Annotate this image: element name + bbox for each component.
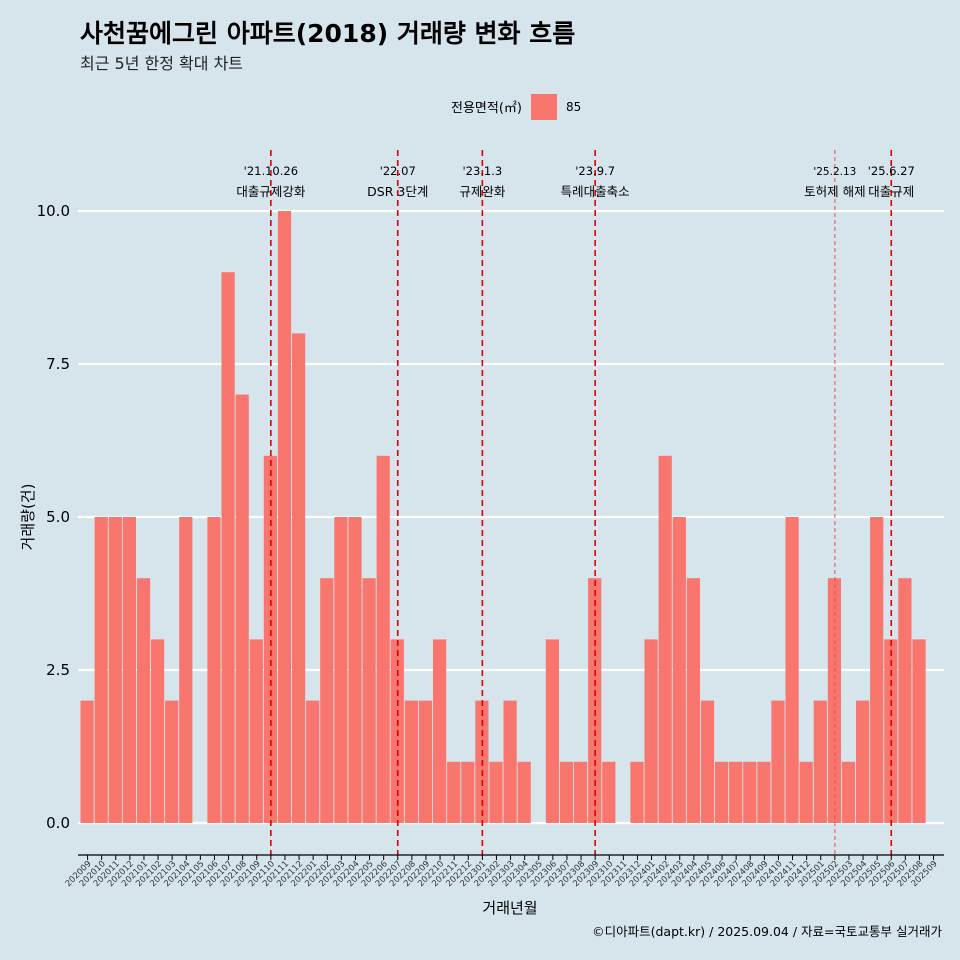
bar: [447, 761, 461, 823]
event-annotations: '21.10.26 대출규제강화 '22.07 DSR 3단계 '23.1.3 규제완화 '…: [236, 164, 914, 199]
bar: [292, 333, 306, 823]
caption: ©디아파트(dapt.kr) / 2025.09.04 / 자료=국토교통부 실…: [592, 924, 942, 939]
bar: [729, 761, 743, 823]
bar: [489, 761, 503, 823]
chart-title: 사천꿈에그린 아파트(2018) 거래량 변화 흐름: [80, 19, 575, 48]
bar: [94, 517, 108, 823]
bar: [686, 578, 700, 823]
bar: [277, 211, 292, 823]
bar: [799, 761, 813, 823]
event-label: 대출규제: [868, 184, 914, 199]
y-axis: 0.0 2.5 5.0 7.5 10.0: [37, 202, 70, 832]
bars: [80, 211, 926, 823]
y-tick-label: 10.0: [37, 202, 70, 220]
bar: [263, 455, 277, 823]
legend-swatch: [531, 94, 557, 120]
x-axis: 2020092020102020112020122021012021022021…: [64, 854, 944, 889]
bar: [771, 700, 785, 823]
legend-label: 85: [566, 100, 581, 114]
event-date: '23.1.3: [462, 164, 502, 178]
bar: [715, 761, 729, 823]
event-label: 규제완화: [459, 184, 506, 199]
bar: [122, 517, 136, 823]
bar: [856, 700, 870, 823]
bar: [517, 761, 531, 823]
y-tick-label: 2.5: [46, 661, 70, 679]
bar: [503, 700, 517, 823]
bar: [433, 639, 447, 823]
bar: [221, 272, 235, 823]
event-label: 토허제 해제: [804, 184, 865, 199]
bar: [870, 517, 884, 823]
bar: [827, 578, 841, 823]
bar: [207, 517, 221, 823]
event-label: 특례대출축소: [561, 184, 630, 199]
bar: [461, 761, 475, 823]
bar: [348, 517, 362, 823]
bar: [672, 517, 686, 823]
event-date: '25.2.13: [813, 166, 856, 178]
chart-subtitle: 최근 5년 한정 확대 차트: [80, 54, 243, 73]
y-tick-label: 0.0: [46, 814, 70, 832]
bar: [235, 394, 249, 823]
bar: [658, 455, 672, 823]
bar: [813, 700, 827, 823]
x-axis-title: 거래년월: [482, 899, 537, 917]
bar: [136, 578, 151, 823]
bar: [785, 517, 799, 823]
bar: [151, 639, 165, 823]
y-tick-label: 5.0: [46, 508, 70, 526]
event-label: 대출규제강화: [236, 184, 306, 199]
bar: [644, 639, 658, 823]
bar: [574, 761, 588, 823]
event-label: DSR 3단계: [367, 184, 428, 199]
event-date: '23.9.7: [575, 164, 615, 178]
bar: [559, 761, 574, 823]
event-date: '25.6.27: [868, 164, 915, 178]
event-lines: [270, 150, 893, 855]
event-date: '21.10.26: [244, 164, 298, 178]
y-tick-label: 7.5: [46, 355, 70, 373]
bar: [602, 761, 616, 823]
bar: [912, 639, 926, 823]
bar: [80, 700, 94, 823]
bar: [362, 578, 376, 823]
bar: [404, 700, 418, 823]
bar: [179, 517, 193, 823]
bar: [418, 700, 433, 823]
y-axis-title: 거래량(건): [19, 484, 37, 551]
bar: [700, 700, 715, 823]
bar: [320, 578, 334, 823]
bar: [630, 761, 644, 823]
event-date: '22.07: [380, 164, 416, 178]
bar: [743, 761, 757, 823]
bar: [545, 639, 559, 823]
bar: [108, 517, 122, 823]
bar: [841, 761, 856, 823]
bar: [306, 700, 320, 823]
legend-title: 전용면적(㎡): [451, 101, 522, 116]
bar: [165, 700, 179, 823]
bar: [249, 639, 263, 823]
bar: [757, 761, 771, 823]
bar: [898, 578, 912, 823]
bar: [334, 517, 348, 823]
bar: [376, 455, 390, 823]
